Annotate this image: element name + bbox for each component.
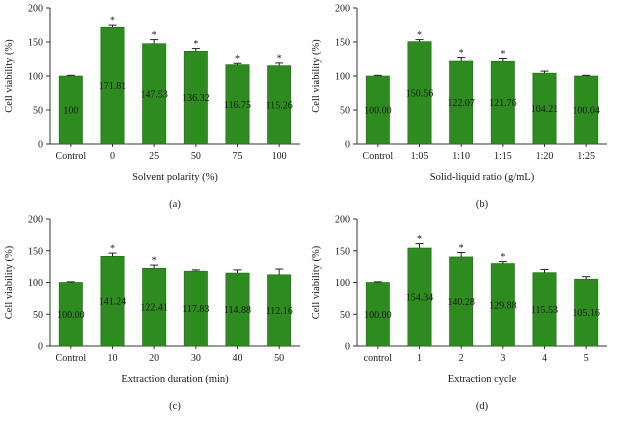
x-tick-label: control	[364, 353, 393, 364]
x-tick-label: 50	[274, 353, 284, 364]
data-label: 154.34	[406, 292, 434, 303]
data-label: 104.21	[531, 104, 559, 115]
y-tick-label: 100	[28, 278, 43, 289]
x-tick-label: 1	[417, 353, 422, 364]
y-tick-label: 150	[335, 38, 350, 49]
y-tick-label: 50	[340, 310, 350, 321]
data-label: 100.04	[572, 105, 600, 116]
data-label: 116.75	[224, 100, 251, 111]
x-tick-label: Control	[56, 353, 87, 364]
data-label: 105.16	[572, 308, 600, 319]
x-axis-label: Solid-liquid ratio (g/mL)	[430, 172, 535, 183]
x-tick-label: Control	[56, 151, 87, 162]
data-label: 150.56	[406, 88, 434, 99]
panel-label: (b)	[476, 199, 489, 210]
significance-marker: *	[235, 54, 240, 65]
data-label: 122.41	[140, 303, 168, 314]
y-axis-label: Cell viability (%)	[4, 39, 15, 113]
x-tick-label: 1:10	[452, 151, 470, 162]
data-label: 140.28	[447, 297, 475, 308]
y-tick-label: 50	[340, 106, 350, 117]
significance-marker: *	[500, 49, 505, 60]
y-tick-label: 150	[28, 246, 43, 257]
data-label: 100.00	[364, 310, 392, 321]
chart-panel-1: 0 50 100 150 200 Cell viability (%) 100 Control…	[4, 4, 300, 210]
x-axis-label: Extraction duration (min)	[121, 374, 229, 385]
panel-label: (c)	[169, 401, 181, 412]
x-axis-label: Solvent polarity (%)	[132, 172, 218, 183]
data-label: 141.24	[99, 297, 127, 308]
x-tick-label: 25	[149, 151, 159, 162]
y-tick-label: 200	[335, 4, 350, 15]
data-label: 100.00	[57, 310, 85, 321]
x-tick-label: 30	[191, 353, 201, 364]
data-label: 136.32	[182, 93, 210, 104]
x-tick-label: Control	[363, 151, 394, 162]
y-tick-label: 50	[33, 310, 43, 321]
data-label: 112.16	[266, 306, 293, 317]
y-tick-label: 150	[28, 38, 43, 49]
x-tick-label: 20	[149, 353, 159, 364]
significance-marker: *	[193, 39, 198, 50]
x-tick-label: 1:05	[411, 151, 429, 162]
chart-panel-3: 0 50 100 150 200 Cell viability (%) 100.00 Cont…	[4, 215, 300, 412]
data-label: 122.07	[447, 98, 475, 109]
significance-marker: *	[417, 234, 422, 245]
significance-marker: *	[110, 244, 115, 255]
y-tick-label: 0	[345, 140, 350, 151]
x-tick-label: 4	[542, 353, 547, 364]
x-tick-label: 10	[108, 353, 118, 364]
x-tick-label: 1:20	[536, 151, 554, 162]
y-tick-label: 100	[28, 72, 43, 83]
y-tick-label: 150	[335, 246, 350, 257]
significance-marker: *	[152, 256, 157, 267]
y-tick-label: 100	[335, 278, 350, 289]
panel-label: (a)	[169, 199, 181, 210]
significance-marker: *	[417, 30, 422, 41]
data-label: 147.53	[140, 89, 168, 100]
x-tick-label: 3	[500, 353, 505, 364]
y-tick-label: 50	[33, 106, 43, 117]
y-tick-label: 0	[38, 140, 43, 151]
x-tick-label: 2	[459, 353, 464, 364]
data-label: 100	[63, 106, 78, 117]
chart-panel-2: 0 50 100 150 200 Cell viability (%) 100.00 Cont…	[311, 4, 607, 210]
y-tick-label: 200	[28, 4, 43, 15]
panel-label: (d)	[476, 401, 489, 412]
data-label: 114.88	[224, 305, 251, 316]
data-label: 100.00	[364, 106, 392, 117]
y-axis-label: Cell viability (%)	[311, 39, 322, 113]
significance-marker: *	[152, 30, 157, 41]
data-label: 115.26	[266, 100, 293, 111]
x-tick-label: 0	[110, 151, 115, 162]
x-tick-label: 1:25	[577, 151, 595, 162]
significance-marker: *	[459, 243, 464, 254]
x-tick-label: 40	[233, 353, 243, 364]
y-axis-label: Cell viability (%)	[311, 245, 322, 319]
x-tick-label: 100	[272, 151, 287, 162]
x-tick-label: 50	[191, 151, 201, 162]
data-label: 129.88	[489, 300, 517, 311]
data-label: 117.83	[182, 304, 209, 315]
y-tick-label: 100	[335, 72, 350, 83]
y-tick-label: 0	[345, 342, 350, 353]
significance-marker: *	[110, 16, 115, 27]
significance-marker: *	[459, 48, 464, 59]
data-label: 115.53	[531, 305, 558, 316]
significance-marker: *	[277, 53, 282, 64]
y-axis-label: Cell viability (%)	[4, 245, 15, 319]
data-label: 121.76	[489, 98, 517, 109]
significance-marker: *	[500, 252, 505, 263]
data-label: 171.81	[99, 81, 127, 92]
y-tick-label: 200	[335, 215, 350, 226]
chart-panel-4: 0 50 100 150 200 Cell viability (%) 100.00 cont…	[311, 215, 607, 412]
x-tick-label: 75	[233, 151, 243, 162]
x-tick-label: 5	[584, 353, 589, 364]
y-tick-label: 200	[28, 215, 43, 226]
x-axis-label: Extraction cycle	[448, 374, 517, 385]
x-tick-label: 1:15	[494, 151, 512, 162]
y-tick-label: 0	[38, 342, 43, 353]
